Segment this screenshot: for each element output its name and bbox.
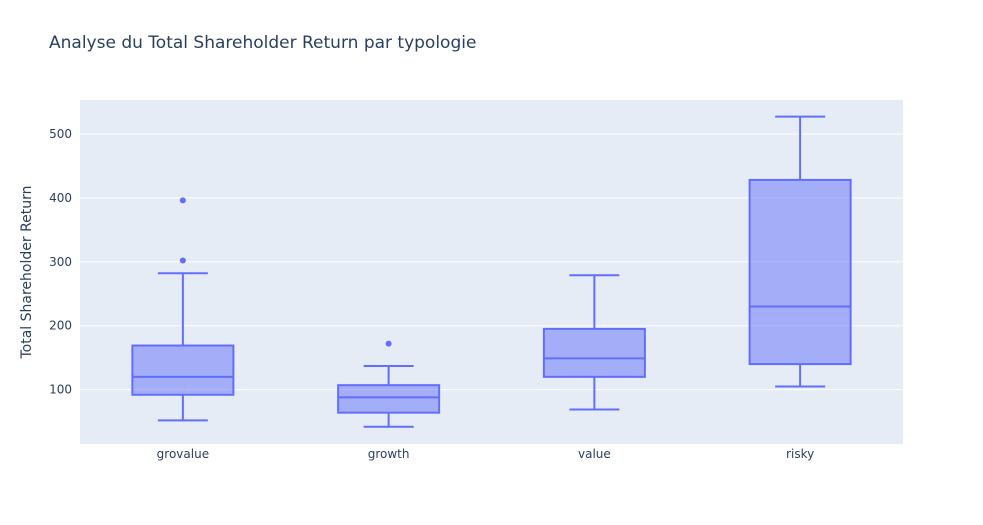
x-tick-label: grovalue [157, 447, 209, 461]
box-grovalue [131, 197, 235, 422]
box-growth [337, 340, 441, 428]
iqr-box [542, 327, 646, 378]
y-tick-label: 400 [49, 191, 72, 205]
y-tick-label: 300 [49, 255, 72, 269]
iqr-box [131, 344, 235, 396]
x-tick-label: risky [786, 447, 814, 461]
iqr-box [337, 384, 441, 414]
x-tick-label: value [578, 447, 611, 461]
y-tick-label: 100 [49, 383, 72, 397]
box-layer [131, 115, 852, 428]
y-axis-title: Total Shareholder Return [19, 185, 35, 359]
x-tick-label: growth [368, 447, 410, 461]
chart-title: Analyse du Total Shareholder Return par … [49, 33, 477, 53]
outlier-point [385, 340, 392, 347]
tick-layer: 100 200 300 400 500 grovalue growth value risky [49, 127, 814, 461]
outlier-point [179, 197, 186, 204]
iqr-box [748, 178, 852, 366]
box-risky [748, 115, 852, 388]
box-value [542, 274, 646, 411]
outlier-point [179, 257, 186, 264]
y-tick-label: 500 [49, 127, 72, 141]
y-tick-label: 200 [49, 319, 72, 333]
